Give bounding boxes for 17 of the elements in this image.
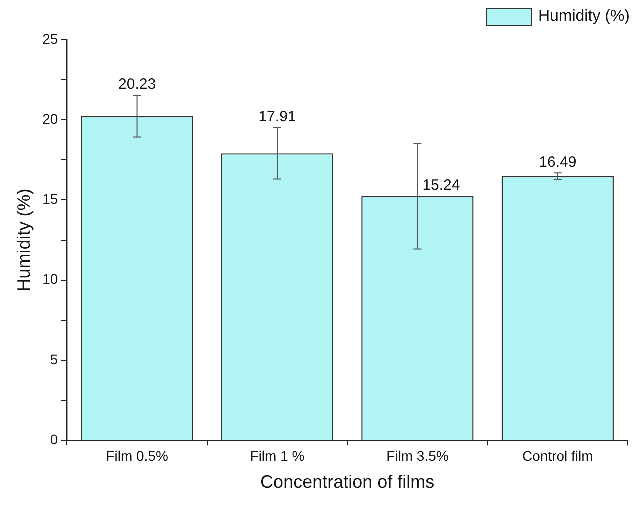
y-tick-label: 15 <box>42 191 58 208</box>
data-label: 17.91 <box>258 108 296 126</box>
x-tick-label: Film 1 % <box>250 448 305 464</box>
y-tick-label: 10 <box>42 271 58 288</box>
y-tick-label: 5 <box>50 351 58 368</box>
y-tick-label: 20 <box>42 110 58 127</box>
x-tick-label: Film 0.5% <box>106 448 168 464</box>
y-tick-label: 25 <box>42 30 58 47</box>
x-axis-title: Concentration of films <box>260 472 435 492</box>
x-tick-label: Film 3.5% <box>386 448 449 464</box>
y-axis-title: Humidity (%) <box>14 188 34 292</box>
x-tick-label: Control film <box>522 448 594 464</box>
data-label: 15.24 <box>422 177 460 194</box>
text: Humidity (%) <box>538 8 630 26</box>
y-tick-label: 0 <box>50 431 58 448</box>
data-label: 20.23 <box>118 76 156 94</box>
data-label: 16.49 <box>539 154 577 171</box>
